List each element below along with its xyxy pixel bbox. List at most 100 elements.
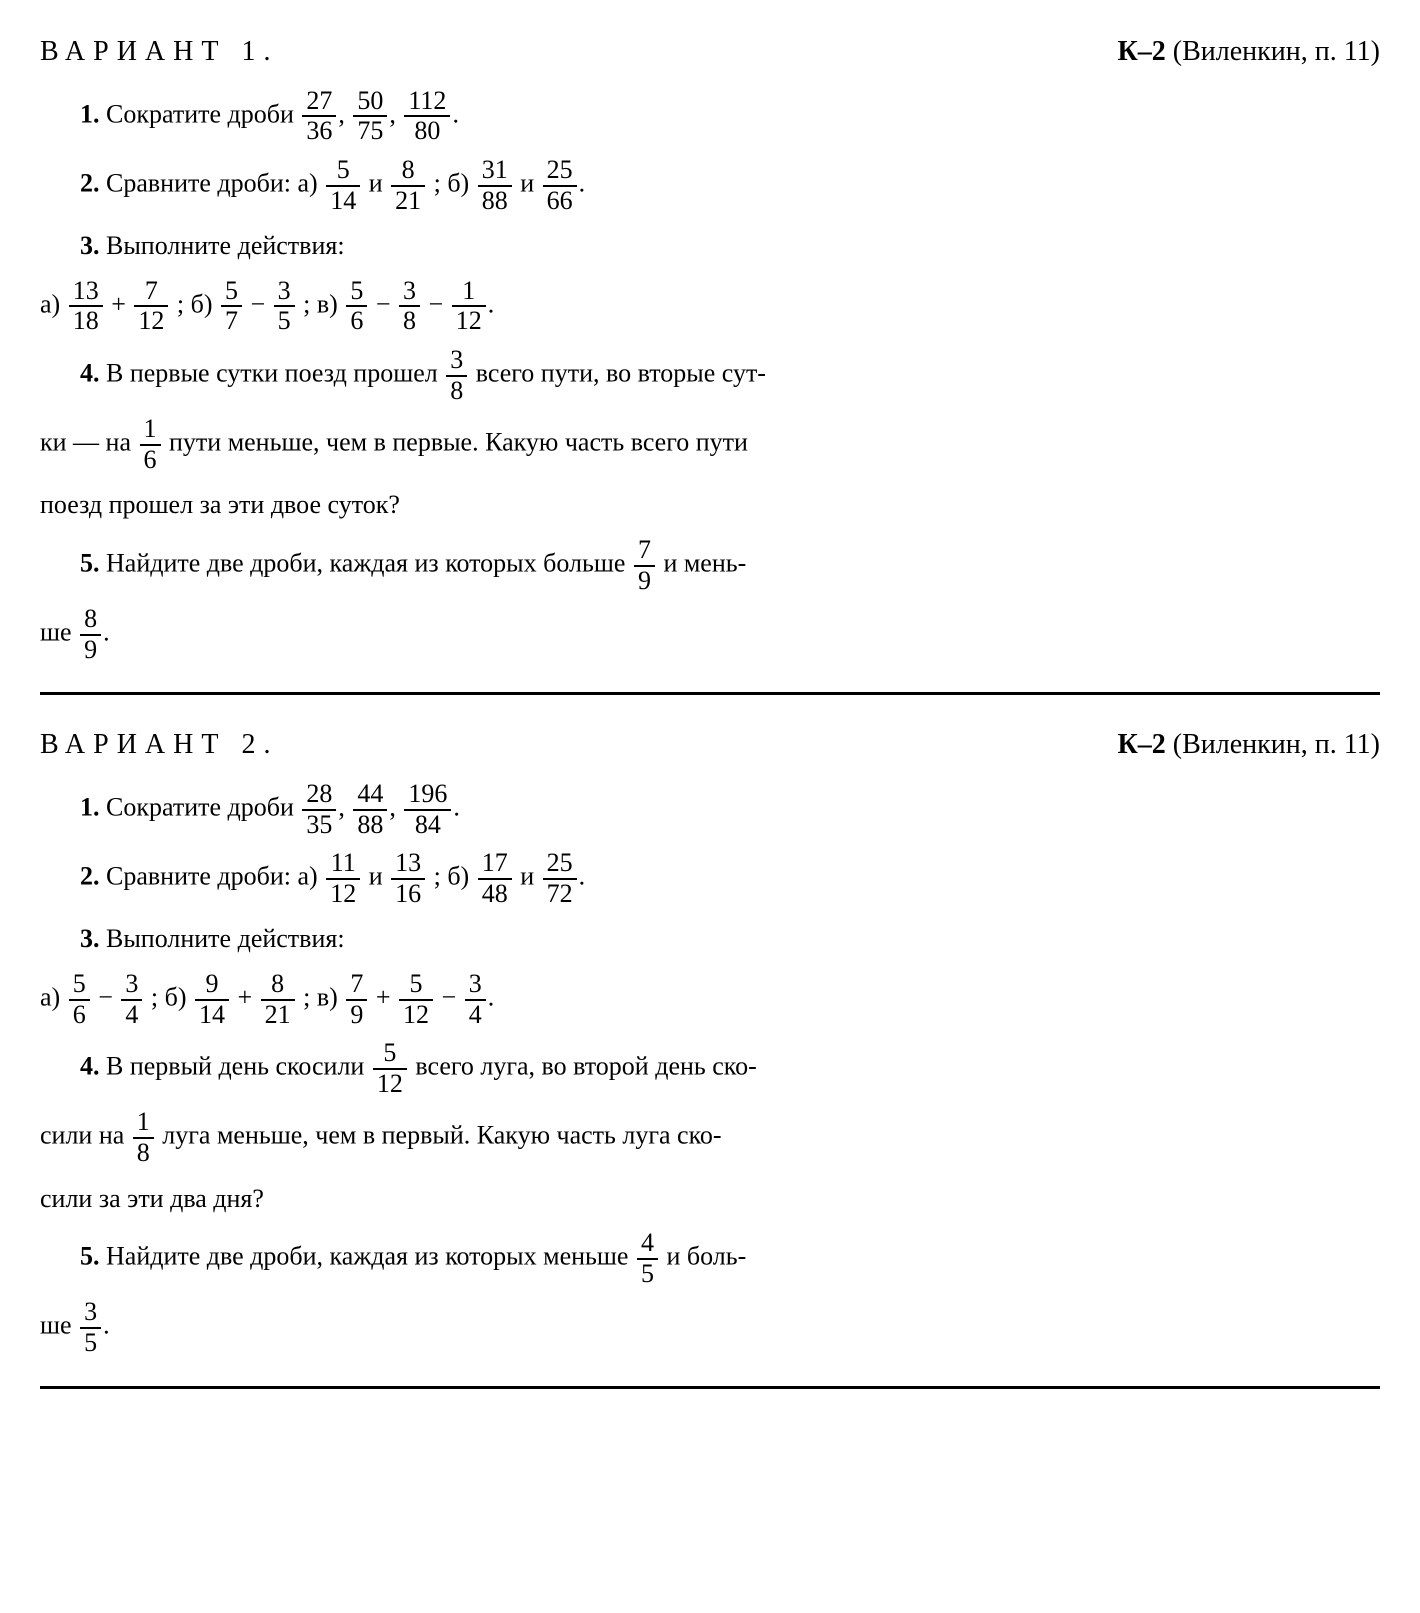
text: Сравните дроби: а) [106,862,324,891]
fraction: 35 [274,277,295,336]
fraction: 35 [80,1298,101,1357]
text: Сократите дроби [106,793,300,822]
text: Найдите две дроби, каждая из которых бол… [106,548,632,577]
pnum: 4. [80,359,100,388]
text: сили за эти два дня? [40,1184,264,1213]
fraction: 89 [80,605,101,664]
text: поезд прошел за эти двое суток? [40,490,400,519]
pnum: 4. [80,1052,100,1081]
fraction: 38 [399,277,420,336]
text: пути меньше, чем в первые. Какую часть в… [169,428,748,457]
v2-problem-3-body: а) 56 − 34 ; б) 914 + 821 ; в) 79 + 512 … [40,970,1380,1029]
text: всего луга, во второй день ско- [415,1052,756,1081]
v2-problem-5-l2: ше 35. [40,1298,1380,1357]
mid: ; б) [434,862,476,891]
pnum: 5. [80,1242,100,1271]
variant1-klabel: К–2 (Виленкин, п. 11) [1117,30,1380,75]
fraction: 45 [637,1229,658,1288]
fraction: 514 [326,156,360,215]
fraction: 4488 [353,780,387,839]
v2-problem-4-l3: сили за эти два дня? [40,1178,1380,1220]
sep: ; в) [303,983,344,1012]
mid: ; б) [434,169,476,198]
text: Сравните дроби: а) [106,169,324,198]
end: . [579,862,586,891]
sep: ; в) [303,289,344,318]
fraction: 34 [121,970,142,1029]
separator-bottom [40,1386,1380,1389]
text: В первый день скосили [106,1052,371,1081]
text: Сократите дроби [106,99,300,128]
text: и мень- [663,548,746,577]
fraction: 2572 [543,849,577,908]
part-a: а) [40,983,67,1012]
fraction: 1748 [478,849,512,908]
mid: и [369,862,389,891]
text: и боль- [666,1242,746,1271]
pnum: 2. [80,862,100,891]
pnum: 3. [80,924,100,953]
fraction: 56 [69,970,90,1029]
fraction: 5075 [353,87,387,146]
v1-problem-4-l2: ки — на 16 пути меньше, чем в первые. Ка… [40,415,1380,474]
text: Найдите две дроби, каждая из которых мен… [106,1242,635,1271]
klabel-rest: (Виленкин, п. 11) [1166,729,1380,760]
v1-problem-3-body: а) 1318 + 712 ; б) 57 − 35 ; в) 56 − 38 … [40,277,1380,336]
end: . [488,983,495,1012]
fraction: 2736 [302,87,336,146]
pnum: 3. [80,231,100,260]
mid: и [369,169,389,198]
text: сили на [40,1121,131,1150]
fraction: 79 [634,536,655,595]
text: ше [40,1311,78,1340]
fraction: 712 [134,277,168,336]
fraction: 3188 [478,156,512,215]
v2-problem-3-head: 3. Выполните действия: [80,918,1380,960]
v1-problem-4-l3: поезд прошел за эти двое суток? [40,484,1380,526]
text: ше [40,618,78,647]
end: . [488,289,495,318]
separator [40,692,1380,695]
variant1-title: ВАРИАНТ 1. [40,30,278,75]
v1-problem-4-l1: 4. В первые сутки поезд прошел 38 всего … [80,346,1380,405]
op: + [376,983,397,1012]
mid: и [520,862,540,891]
op: − [429,289,450,318]
end: . [452,99,459,128]
v2-problem-1: 1. Сократите дроби 2835, 4488, 19684. [80,780,1380,839]
fraction: 1318 [69,277,103,336]
text: ки — на [40,428,138,457]
op: − [442,983,463,1012]
variant2-klabel: К–2 (Виленкин, п. 11) [1117,723,1380,768]
fraction: 11280 [404,87,450,146]
end: . [103,618,110,647]
klabel-bold: К–2 [1117,729,1165,760]
fraction: 512 [399,970,433,1029]
text: В первые сутки поезд прошел [106,359,444,388]
v1-problem-2: 2. Сравните дроби: а) 514 и 821 ; б) 318… [80,156,1380,215]
v1-problem-3-head: 3. Выполните действия: [80,225,1380,267]
end: . [579,169,586,198]
fraction: 914 [195,970,229,1029]
text: Выполните действия: [106,231,345,260]
klabel-rest: (Виленкин, п. 11) [1166,36,1380,67]
fraction: 1112 [326,849,360,908]
text: луга меньше, чем в первый. Какую часть л… [162,1121,721,1150]
fraction: 512 [373,1039,407,1098]
fraction: 38 [446,346,467,405]
fraction: 18 [133,1108,154,1167]
fraction: 821 [391,156,425,215]
fraction: 821 [261,970,295,1029]
pnum: 5. [80,548,100,577]
fraction: 2566 [543,156,577,215]
fraction: 112 [452,277,486,336]
end: . [103,1311,110,1340]
op: + [238,983,259,1012]
sep: ; б) [177,289,219,318]
klabel-bold: К–2 [1117,36,1165,67]
pnum: 1. [80,793,100,822]
fraction: 56 [346,277,367,336]
op: + [111,289,132,318]
fraction: 79 [346,970,367,1029]
v2-problem-2: 2. Сравните дроби: а) 1112 и 1316 ; б) 1… [80,849,1380,908]
